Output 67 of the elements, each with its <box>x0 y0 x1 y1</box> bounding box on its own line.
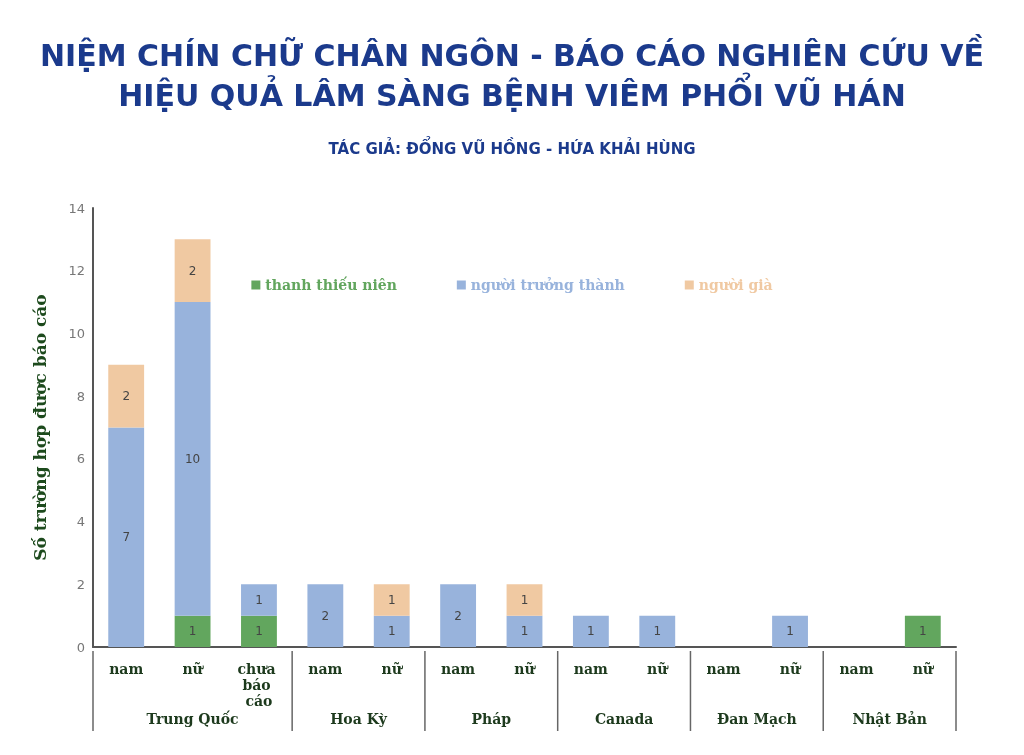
x-tick-label: nam <box>109 661 144 677</box>
x-tick-label: nữ <box>647 661 670 677</box>
y-tick-label: 4 <box>76 514 85 530</box>
bar <box>506 615 543 647</box>
text: Đan Mạch <box>717 711 797 727</box>
y-axis-title: Số trường hợp được báo cáo <box>29 294 50 561</box>
data-label: 1 <box>255 592 263 607</box>
bar <box>174 615 211 647</box>
bar <box>108 364 145 428</box>
text: Trung Quốc <box>146 710 239 727</box>
data-label: 1 <box>520 624 529 639</box>
x-tick-label: nữ <box>912 661 935 677</box>
chart-subtitle: TÁC GIẢ: ĐỔNG VŨ HỒNG - HỨA KHẢI HÙNG <box>328 135 696 158</box>
legend-label: thanh thiếu niên <box>265 276 397 293</box>
data-label: 7 <box>122 530 131 545</box>
legend-label: người già <box>698 277 773 293</box>
x-tick-label: nam <box>441 661 476 677</box>
x-tick-label: nữ <box>514 661 537 677</box>
bar <box>373 584 410 616</box>
x-tick-label: nữ <box>381 661 404 677</box>
bar <box>506 584 543 616</box>
x-tick-label: nam <box>706 661 741 677</box>
bar <box>307 584 344 647</box>
text: Nhật Bản <box>852 711 927 727</box>
data-label: 1 <box>653 624 662 639</box>
chart-title: NIỆM CHÍN CHỮ CHÂN NGÔN - BÁO CÁO NGHIÊN CỨU VỀ HIỆU QUẢ LÂM SÀNG BỆNH VIÊM PHỔI VŨ HÁN <box>40 33 984 113</box>
text: Hoa Kỳ <box>330 711 388 727</box>
bar <box>241 615 277 647</box>
data-label: 1 <box>387 624 396 639</box>
bar <box>904 615 941 647</box>
data-label: 1 <box>188 624 197 639</box>
y-tick-label: 2 <box>76 576 85 592</box>
bar <box>174 302 211 616</box>
data-label: 10 <box>184 451 201 466</box>
y-tick-label: 0 <box>76 639 85 655</box>
data-label: 2 <box>188 263 197 278</box>
bar <box>174 239 211 303</box>
bar <box>241 584 277 616</box>
data-label: 2 <box>321 608 330 623</box>
x-tick-label: chưa báo cáo <box>237 661 281 709</box>
data-label: 1 <box>387 592 396 607</box>
data-label: 2 <box>122 389 131 404</box>
data-label: 1 <box>255 624 263 639</box>
text: Pháp <box>471 711 512 727</box>
x-tick-label: nam <box>308 661 343 677</box>
y-tick-label: 14 <box>68 200 85 216</box>
bar <box>639 615 676 647</box>
data-label: 1 <box>918 624 927 639</box>
y-tick-label: 10 <box>68 325 85 341</box>
x-tick-label: nữ <box>182 661 205 677</box>
y-tick-label: 12 <box>68 263 85 279</box>
x-tick-label: nam <box>573 661 609 677</box>
bar <box>572 615 609 647</box>
text: Canada <box>594 711 654 727</box>
data-label: 1 <box>587 624 595 639</box>
x-tick-label: nữ <box>779 661 803 677</box>
legend-label: người trưởng thành <box>470 277 625 293</box>
y-tick-label: 8 <box>76 388 85 404</box>
bar <box>373 615 410 647</box>
bar <box>108 427 145 647</box>
y-tick-label: 6 <box>76 451 85 467</box>
data-label: 2 <box>454 608 462 623</box>
data-label: 1 <box>520 592 529 607</box>
x-tick-label: nam <box>839 661 874 677</box>
data-label: 1 <box>786 624 794 639</box>
bar <box>772 615 808 647</box>
bar <box>440 584 477 647</box>
